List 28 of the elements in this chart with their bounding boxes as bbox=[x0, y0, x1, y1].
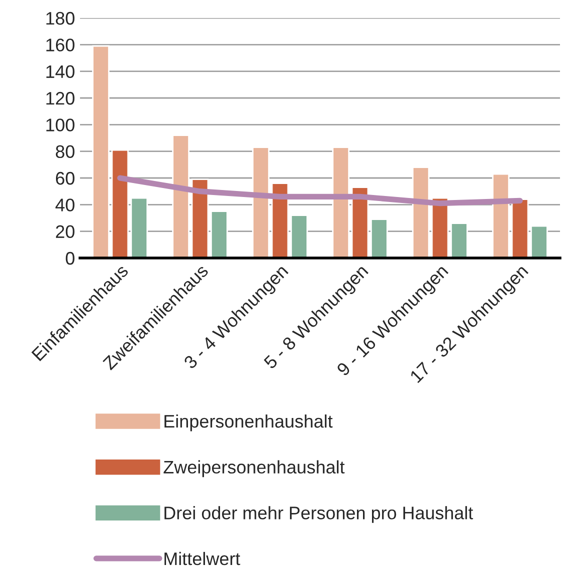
bar bbox=[210, 210, 228, 258]
bar bbox=[111, 149, 129, 258]
y-tick-label: 160 bbox=[46, 38, 74, 52]
bar bbox=[492, 173, 510, 258]
legend-label: Drei oder mehr Personen pro Haushalt bbox=[164, 506, 474, 523]
bar bbox=[511, 198, 529, 258]
bar bbox=[130, 197, 148, 258]
legend-label: Einpersonenhaushalt bbox=[164, 414, 333, 432]
y-tick-label: 140 bbox=[46, 65, 74, 78]
y-tick-label: 20 bbox=[56, 225, 74, 238]
bar bbox=[290, 214, 308, 258]
bar bbox=[92, 45, 110, 258]
y-tick-label: 180 bbox=[46, 12, 74, 25]
bar bbox=[252, 146, 270, 258]
bar bbox=[332, 146, 350, 258]
legend-label: Mittelwert bbox=[164, 552, 240, 566]
y-tick-label: 100 bbox=[46, 118, 74, 132]
bar bbox=[450, 222, 468, 258]
y-tick-label: 120 bbox=[46, 92, 74, 105]
bar bbox=[370, 218, 388, 258]
y-tick-label: 60 bbox=[56, 172, 74, 185]
legend-label: Zweipersonenhaushalt bbox=[164, 460, 345, 478]
bar bbox=[412, 166, 430, 258]
bar bbox=[530, 225, 548, 258]
y-tick-label: 80 bbox=[56, 145, 74, 158]
bar bbox=[172, 134, 190, 258]
y-tick-label: 40 bbox=[55, 198, 74, 212]
y-tick-label: 0 bbox=[66, 252, 74, 265]
